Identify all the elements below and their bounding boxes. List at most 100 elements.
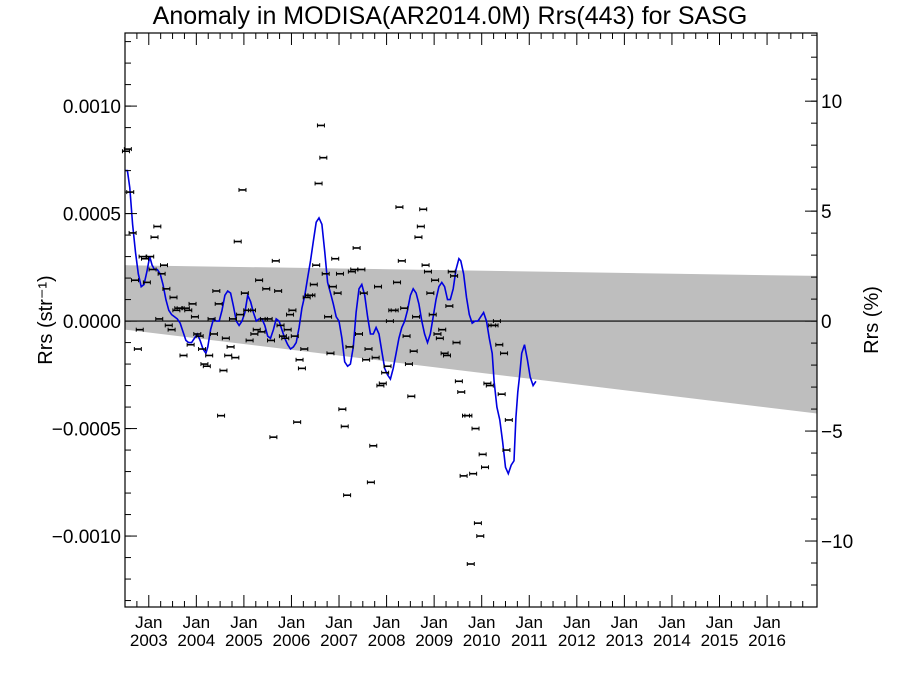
x-tick-year: 2014 [653, 631, 691, 650]
data-point [466, 562, 475, 567]
data-point [128, 230, 137, 235]
data-point [366, 480, 375, 485]
x-tick-year: 2011 [511, 631, 548, 650]
data-point [138, 254, 147, 259]
data-point [314, 181, 323, 186]
data-point [416, 224, 425, 229]
data-point [376, 383, 385, 388]
data-point [219, 368, 228, 373]
trend-line [125, 169, 537, 476]
data-point [495, 342, 504, 347]
data-point [321, 271, 330, 276]
data-point [324, 314, 333, 319]
data-point [442, 353, 451, 358]
data-point [169, 295, 178, 300]
data-point [478, 452, 487, 457]
data-point [257, 329, 266, 334]
data-point [209, 331, 218, 336]
data-point [438, 327, 447, 332]
data-point [238, 187, 247, 192]
right-tick-label: 10 [821, 92, 842, 113]
chart-title: Anomaly in MODISA(AR2014.0M) Rrs(443) fo… [152, 2, 748, 30]
data-point [269, 435, 278, 440]
data-point [395, 205, 404, 210]
data-point [414, 235, 423, 240]
data-point [300, 347, 309, 352]
data-point [245, 338, 254, 343]
x-tick-year: 2010 [463, 631, 501, 650]
trend-line-path [125, 169, 537, 476]
x-tick-month: Jan [183, 613, 210, 632]
data-point [221, 336, 230, 341]
data-point [331, 256, 340, 261]
data-point [159, 263, 168, 268]
data-point [504, 417, 513, 422]
x-tick-year: 2007 [320, 631, 358, 650]
data-point [202, 364, 211, 369]
data-point [338, 407, 347, 412]
data-point [352, 245, 361, 250]
data-point [378, 381, 387, 386]
x-tick-year: 2004 [177, 631, 215, 650]
data-point [283, 327, 292, 332]
data-point [228, 316, 237, 321]
confidence-band [125, 265, 817, 414]
left-tick-label: 0.0005 [63, 205, 121, 226]
data-point [481, 465, 490, 470]
data-point [393, 280, 402, 285]
data-point [431, 278, 440, 283]
data-point [447, 269, 456, 274]
x-tick-month: Jan [373, 613, 400, 632]
data-point [390, 308, 399, 313]
x-tick-month: Jan [658, 613, 685, 632]
data-point [328, 284, 337, 289]
data-point [371, 355, 380, 360]
data-point [452, 340, 461, 345]
data-point [433, 331, 442, 336]
data-point [435, 336, 444, 341]
x-tick-year: 2009 [415, 631, 453, 650]
data-point [146, 254, 155, 259]
data-point [345, 344, 354, 349]
data-point [293, 420, 302, 425]
data-point [383, 364, 392, 369]
data-point [450, 273, 459, 278]
x-tick-year: 2016 [748, 631, 786, 650]
data-point [364, 347, 373, 352]
y-axis-label-left: Rrs (str⁻¹) [35, 275, 57, 364]
data-point [385, 319, 394, 324]
data-point [164, 323, 173, 328]
data-point [469, 471, 478, 476]
axes [124, 32, 818, 608]
data-point [423, 269, 432, 274]
data-point [428, 312, 437, 317]
data-point [374, 284, 383, 289]
x-tick-month: Jan [468, 613, 495, 632]
left-tick-label: −0.0005 [52, 420, 121, 441]
right-tick-label: −5 [821, 422, 843, 443]
data-point [200, 362, 209, 367]
data-point [135, 327, 144, 332]
data-point [290, 334, 299, 339]
tick-labels: 0.0010 0.0005 0.0000 −0.0005 −0.0010 10 5 0 −5 −1… [52, 92, 853, 650]
plot-frame [124, 32, 818, 608]
data-point [193, 331, 202, 336]
x-tick-month: Jan [706, 613, 733, 632]
data-point [464, 413, 473, 418]
data-point [492, 319, 501, 324]
left-tick-label: 0.0000 [63, 312, 121, 333]
data-point [359, 291, 368, 296]
data-point [184, 308, 193, 313]
x-tick-year: 2003 [130, 631, 168, 650]
data-point [167, 327, 176, 332]
left-tick-label: −0.0010 [52, 527, 121, 548]
data-point [186, 342, 195, 347]
data-point [362, 357, 371, 362]
data-point [217, 413, 226, 418]
x-tick-month: Jan [278, 613, 305, 632]
data-point [252, 327, 261, 332]
data-point [271, 258, 280, 263]
x-tick-month: Jan [516, 613, 543, 632]
data-point [445, 304, 454, 309]
